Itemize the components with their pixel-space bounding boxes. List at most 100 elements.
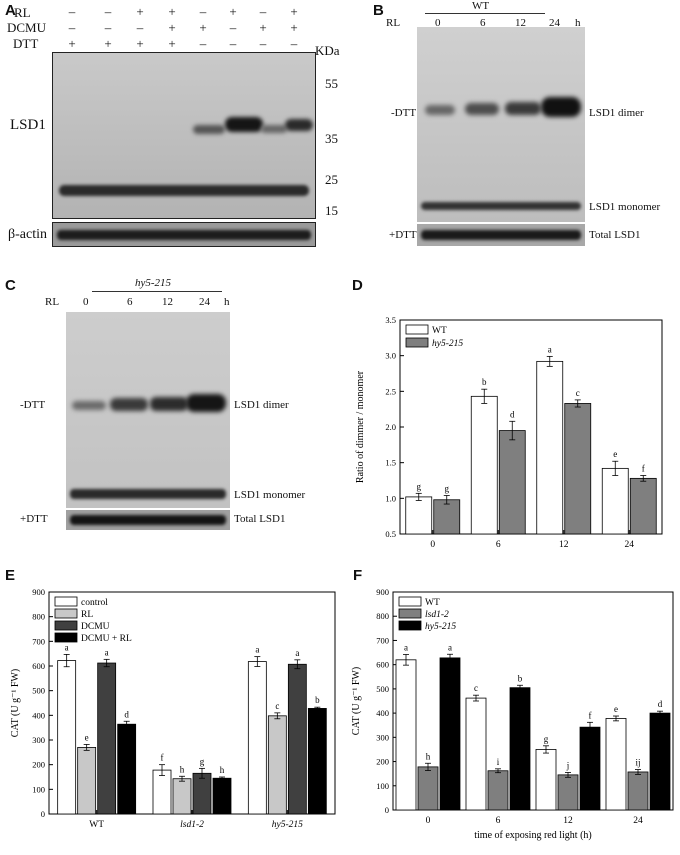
legend-label: DCMU + RL	[81, 634, 132, 644]
legend-swatch	[398, 620, 422, 631]
marker-15: 15	[325, 203, 338, 218]
bar	[439, 657, 461, 811]
treatment-sign: –	[229, 36, 237, 51]
genotype-label: hy5-215	[135, 277, 172, 289]
y-axis-label: CAT (U g⁻¹ FW)	[10, 669, 21, 737]
unit-label: h	[224, 296, 230, 308]
y-tick-label: 600	[32, 661, 45, 671]
bar	[465, 697, 487, 811]
bar	[557, 774, 579, 811]
bar	[564, 403, 592, 535]
y-tick-label: 200	[376, 757, 389, 767]
marker-55: 55	[325, 76, 338, 91]
bar	[417, 766, 439, 811]
x-tick-label: 6	[496, 816, 501, 826]
bar	[487, 770, 509, 811]
treatment-sign: –	[68, 20, 76, 35]
bar	[605, 718, 627, 811]
legend-swatch	[405, 337, 429, 348]
significance-letter: a	[105, 647, 109, 657]
significance-letter: g	[445, 483, 450, 493]
significance-letter: g	[544, 734, 549, 744]
significance-letter: c	[275, 701, 279, 711]
protein-label: LSD1	[10, 117, 46, 133]
bar	[627, 771, 649, 811]
bar	[172, 778, 192, 815]
timepoint-24: 24	[549, 17, 560, 29]
significance-letter: e	[613, 449, 617, 459]
monomer-band	[421, 202, 581, 210]
oxidized-blot	[66, 312, 230, 508]
y-tick-label: 700	[376, 635, 389, 645]
panel-letter: A	[5, 2, 16, 19]
total-blot	[66, 510, 230, 530]
y-tick-label: 1.5	[385, 458, 396, 468]
legend-label: control	[81, 598, 108, 608]
significance-letter: h	[220, 765, 225, 775]
x-tick-label: 12	[563, 816, 573, 826]
unit-label: h	[575, 17, 581, 29]
treatment-sign: –	[104, 4, 112, 19]
treatment-sign: +	[136, 4, 144, 19]
y-tick-label: 2.5	[385, 386, 396, 396]
y-tick-label: 1.0	[385, 493, 396, 503]
y-tick-label: 100	[32, 784, 45, 794]
legend-swatch	[54, 596, 78, 607]
genotype-underline	[425, 13, 545, 14]
significance-letter: d	[510, 409, 515, 419]
significance-letter: e	[614, 704, 618, 714]
panel-c: C hy5-215 RL 0 6 12 24 h -DTT LSD1 dimer…	[0, 275, 340, 540]
significance-letter: c	[474, 683, 478, 693]
y-tick-label: 500	[376, 684, 389, 694]
significance-letter: a	[448, 642, 452, 652]
bar	[152, 769, 172, 815]
dimer-band-0	[72, 401, 106, 410]
genotype-label: WT	[472, 0, 490, 12]
bar	[535, 749, 557, 811]
actin-blot	[52, 222, 316, 247]
treatment-sign: +	[199, 20, 207, 35]
significance-letter: a	[404, 642, 408, 652]
legend-swatch	[54, 632, 78, 643]
treatment-sign: +	[259, 20, 267, 35]
x-axis-label: time of exposing red light (h)	[474, 830, 591, 841]
significance-letter: f	[589, 710, 592, 720]
significance-letter: i	[497, 757, 500, 767]
treatment-sign: +	[290, 20, 298, 35]
significance-letter: f	[161, 753, 164, 763]
bar	[287, 663, 307, 815]
timepoint-0: 0	[83, 296, 89, 308]
x-tick-label: 0	[430, 540, 435, 550]
monomer-band	[59, 185, 309, 196]
y-tick-label: 800	[32, 612, 45, 622]
bar	[498, 430, 526, 535]
y-axis-label: Ratio of dimmer / monomer	[355, 370, 366, 483]
legend-swatch	[54, 620, 78, 631]
legend-label: WT	[425, 598, 440, 608]
legend-label: hy5-215	[432, 339, 463, 349]
rl-label: RL	[386, 17, 401, 29]
treatment-sign: –	[199, 36, 207, 51]
chart-f: 0 100 200 300 400 500 600 700 800 900 CAT (U g⁻¹ F…	[351, 587, 674, 841]
bar	[117, 723, 137, 815]
bar	[267, 715, 287, 815]
dimer-label: LSD1 dimer	[234, 399, 289, 411]
dimer-band-24	[186, 394, 226, 412]
treatment-sign: +	[136, 36, 144, 51]
dimer-band-6	[110, 398, 148, 411]
dimer-band-24	[541, 97, 581, 117]
bar	[649, 712, 671, 811]
bar	[97, 662, 117, 815]
y-tick-label: 200	[32, 760, 45, 770]
total-band	[421, 230, 581, 240]
bar	[536, 360, 564, 535]
x-tick-label: hy5-215	[272, 820, 303, 830]
treatment-sign: +	[68, 36, 76, 51]
treatment-sign: –	[290, 36, 298, 51]
significance-letter: b	[315, 695, 320, 705]
treatment-sign: –	[68, 4, 76, 19]
chart-e: 0 100 200 300 400 500 600 700 800 900 CAT (U g⁻¹ F…	[10, 587, 336, 830]
dimer-band-12	[150, 397, 188, 411]
x-tick-label: 6	[496, 540, 501, 550]
significance-letter: h	[426, 751, 431, 761]
